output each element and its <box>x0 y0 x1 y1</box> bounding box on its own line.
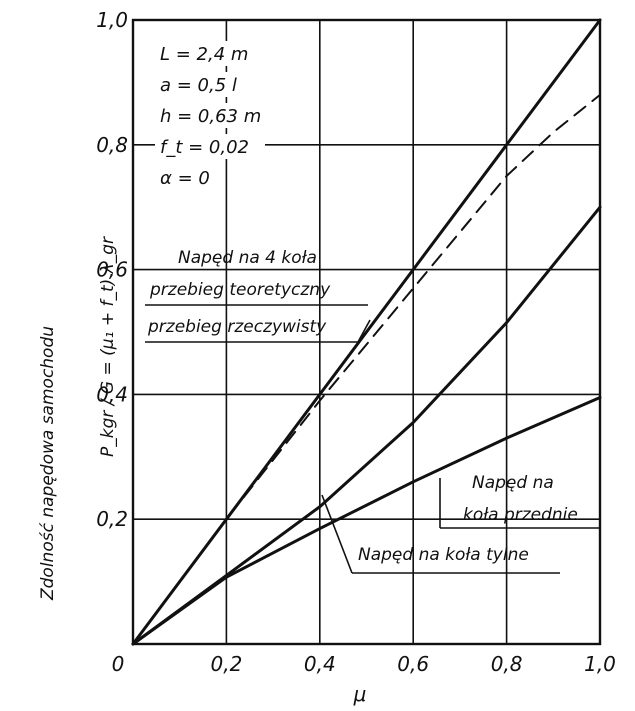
parameter-label: α = 0 <box>160 168 210 189</box>
y-tick-label: 0,6 <box>96 258 128 282</box>
y-tick-label: 0,8 <box>96 133 128 157</box>
annotation-front-line2: koła przednie <box>463 505 578 525</box>
y-tick-label: 1,0 <box>96 8 128 32</box>
parameter-label: L = 2,4 m <box>160 44 248 65</box>
x-tick-label: 0,6 <box>397 652 429 676</box>
parameter-background <box>155 41 255 66</box>
y-axis-label-text: Zdolność napędowa samochodu <box>38 326 58 601</box>
parameter-label: f_t = 0,02 <box>160 137 249 158</box>
parameter-block: L = 2,4 m a = 0,5 l h = 0,63 m f_t = 0,02 α … <box>155 41 265 190</box>
y-axis-formula-text: P_kgr / G = (μ₁ + f_t) λ_gr <box>98 236 118 457</box>
parameter-label: h = 0,63 m <box>160 106 261 127</box>
series-layer <box>131 18 602 646</box>
y-tick-labels: 0,2 0,4 0,6 0,8 1,0 <box>96 8 128 531</box>
y-axis-formula: P_kgr / G = (μ₁ + f_t) λ_gr <box>98 236 118 457</box>
series-line-rear-wheel-drive <box>131 396 602 646</box>
y-tick-label: 0,4 <box>96 382 128 406</box>
parameter-background <box>155 134 265 159</box>
annotation-actual: przebieg rzeczywisty <box>147 317 327 337</box>
x-tick-label: 0,2 <box>210 652 242 676</box>
series-line-front-wheel-drive <box>131 205 602 646</box>
x-tick-label: 0,4 <box>304 652 336 676</box>
parameter-background <box>155 103 265 128</box>
y-axis-label: Zdolność napędowa samochodu <box>38 326 58 601</box>
annotation-theoretical: przebieg teoretyczny <box>149 280 331 300</box>
x-tick-label: 0 <box>112 652 125 676</box>
x-axis-label: μ <box>353 682 367 706</box>
series-line-four-wheel-actual <box>132 93 601 645</box>
plot-frame <box>131 18 602 646</box>
annotation-four-wheel: Napęd na 4 koła przebieg teoretyczny prz… <box>145 248 371 343</box>
parameter-background <box>155 165 214 190</box>
annotation-four-wheel-title: Napęd na 4 koła <box>178 248 317 268</box>
annotation-rear: Napęd na koła tylne <box>358 545 529 565</box>
parameter-label: a = 0,5 l <box>160 75 237 96</box>
y-tick-label: 0,2 <box>96 507 128 531</box>
x-tick-label: 0,8 <box>491 652 523 676</box>
leader-actual-pointer <box>357 319 371 343</box>
annotation-rear-wheel: Napęd na koła tylne <box>321 494 560 574</box>
annotation-front-wheel: Napęd na koła przednie <box>439 473 600 529</box>
annotation-front-line1: Napęd na <box>472 473 554 493</box>
x-tick-labels: 0 0,2 0,4 0,6 0,8 1,0 <box>112 652 616 676</box>
leader-rear-pointer <box>321 494 353 574</box>
parameter-background <box>155 72 255 97</box>
x-tick-label: 1,0 <box>584 652 616 676</box>
